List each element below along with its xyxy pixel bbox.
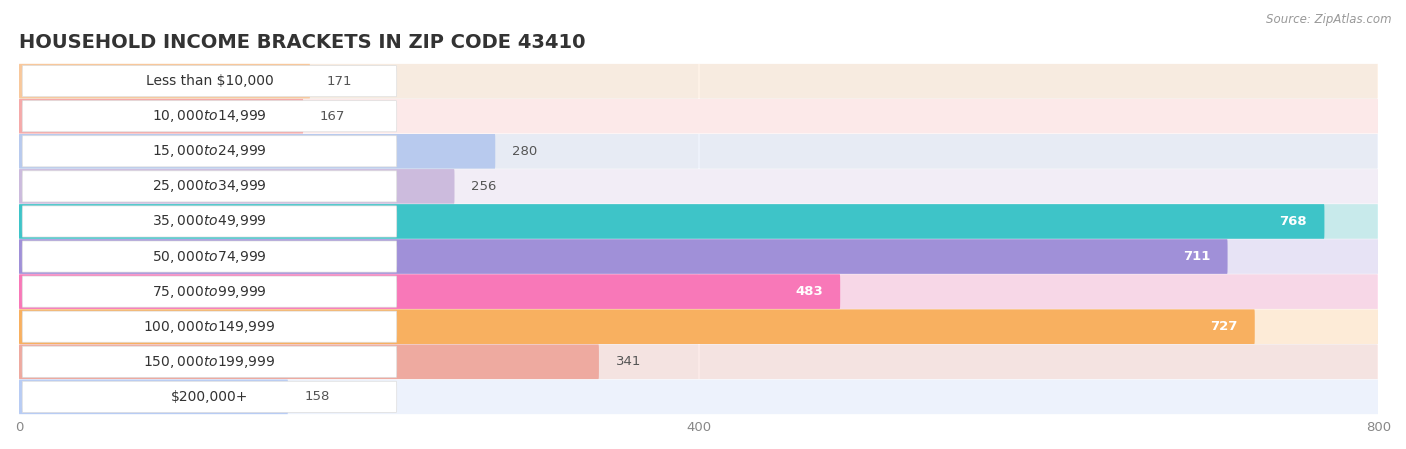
FancyBboxPatch shape [22, 136, 396, 167]
Text: $15,000 to $24,999: $15,000 to $24,999 [152, 143, 267, 159]
FancyBboxPatch shape [18, 204, 1379, 239]
Text: $35,000 to $49,999: $35,000 to $49,999 [152, 213, 267, 229]
FancyBboxPatch shape [22, 241, 396, 272]
Text: HOUSEHOLD INCOME BRACKETS IN ZIP CODE 43410: HOUSEHOLD INCOME BRACKETS IN ZIP CODE 43… [20, 33, 586, 52]
FancyBboxPatch shape [18, 379, 1379, 414]
Text: 167: 167 [321, 110, 346, 123]
FancyBboxPatch shape [18, 344, 1379, 379]
FancyBboxPatch shape [20, 379, 1378, 414]
FancyBboxPatch shape [22, 171, 396, 202]
Text: $10,000 to $14,999: $10,000 to $14,999 [152, 108, 267, 124]
FancyBboxPatch shape [20, 64, 1378, 99]
FancyBboxPatch shape [22, 206, 396, 237]
FancyBboxPatch shape [22, 311, 396, 342]
Text: $50,000 to $74,999: $50,000 to $74,999 [152, 249, 267, 264]
FancyBboxPatch shape [18, 134, 1379, 168]
FancyBboxPatch shape [20, 309, 1378, 344]
FancyBboxPatch shape [22, 66, 396, 97]
FancyBboxPatch shape [20, 99, 1378, 134]
Text: $200,000+: $200,000+ [170, 390, 249, 404]
FancyBboxPatch shape [18, 274, 1379, 309]
Text: $100,000 to $149,999: $100,000 to $149,999 [143, 319, 276, 335]
FancyBboxPatch shape [18, 239, 1227, 274]
FancyBboxPatch shape [18, 169, 454, 204]
Text: $75,000 to $99,999: $75,000 to $99,999 [152, 284, 267, 299]
Text: Less than $10,000: Less than $10,000 [146, 74, 273, 88]
FancyBboxPatch shape [20, 344, 1378, 379]
Text: 171: 171 [326, 75, 353, 88]
Text: 727: 727 [1211, 320, 1237, 333]
Text: 768: 768 [1279, 215, 1308, 228]
Text: $25,000 to $34,999: $25,000 to $34,999 [152, 178, 267, 194]
FancyBboxPatch shape [18, 379, 288, 414]
FancyBboxPatch shape [18, 134, 495, 168]
FancyBboxPatch shape [18, 309, 1379, 344]
Text: $150,000 to $199,999: $150,000 to $199,999 [143, 354, 276, 370]
FancyBboxPatch shape [18, 239, 1379, 274]
FancyBboxPatch shape [18, 344, 599, 379]
Text: 256: 256 [471, 180, 496, 193]
Text: Source: ZipAtlas.com: Source: ZipAtlas.com [1267, 13, 1392, 26]
FancyBboxPatch shape [18, 99, 304, 133]
FancyBboxPatch shape [22, 101, 396, 132]
FancyBboxPatch shape [22, 346, 396, 377]
FancyBboxPatch shape [18, 64, 311, 98]
FancyBboxPatch shape [20, 169, 1378, 204]
Text: 280: 280 [512, 145, 537, 158]
FancyBboxPatch shape [20, 239, 1378, 274]
FancyBboxPatch shape [18, 204, 1324, 239]
Text: 483: 483 [796, 285, 823, 298]
FancyBboxPatch shape [18, 274, 841, 309]
FancyBboxPatch shape [22, 381, 396, 413]
FancyBboxPatch shape [20, 204, 1378, 239]
FancyBboxPatch shape [20, 134, 1378, 169]
FancyBboxPatch shape [18, 169, 1379, 204]
FancyBboxPatch shape [18, 99, 1379, 133]
FancyBboxPatch shape [18, 309, 1254, 344]
Text: 711: 711 [1182, 250, 1211, 263]
FancyBboxPatch shape [22, 276, 396, 307]
Text: 341: 341 [616, 355, 641, 368]
Text: 158: 158 [305, 390, 330, 403]
FancyBboxPatch shape [18, 64, 1379, 98]
FancyBboxPatch shape [20, 274, 1378, 309]
